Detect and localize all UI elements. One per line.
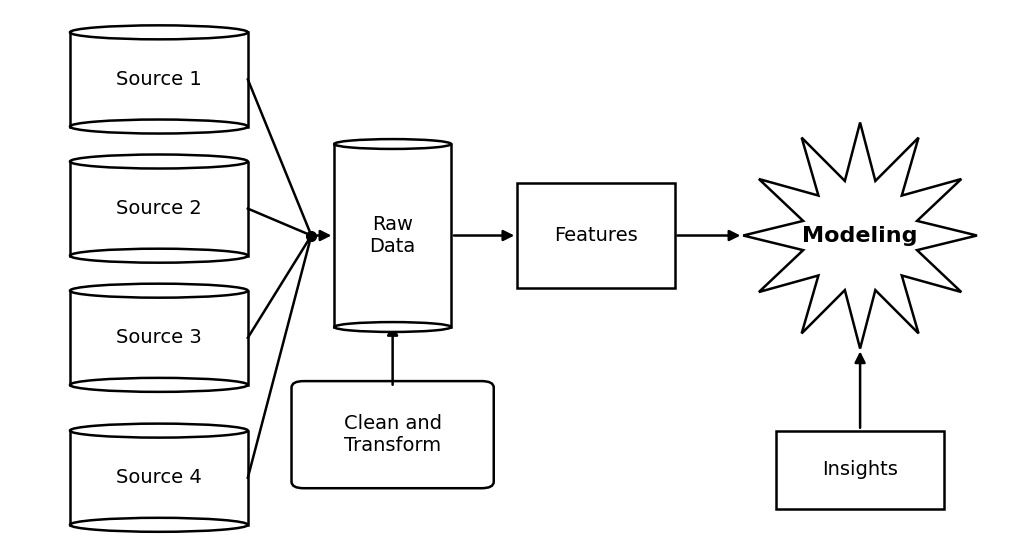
Polygon shape	[70, 32, 248, 127]
FancyBboxPatch shape	[517, 183, 675, 288]
Ellipse shape	[70, 378, 248, 392]
Text: Source 2: Source 2	[116, 199, 202, 218]
Ellipse shape	[70, 155, 248, 168]
Text: Features: Features	[554, 226, 638, 245]
Ellipse shape	[70, 283, 248, 298]
Text: Source 3: Source 3	[116, 328, 202, 347]
Text: Raw
Data: Raw Data	[370, 215, 416, 256]
Ellipse shape	[70, 25, 248, 39]
Ellipse shape	[70, 518, 248, 532]
Ellipse shape	[70, 424, 248, 438]
Polygon shape	[70, 162, 248, 256]
Ellipse shape	[70, 120, 248, 134]
Ellipse shape	[334, 322, 451, 332]
Text: Modeling: Modeling	[802, 226, 918, 246]
Ellipse shape	[70, 249, 248, 263]
Ellipse shape	[334, 139, 451, 149]
Polygon shape	[70, 291, 248, 385]
Text: Source 4: Source 4	[116, 468, 202, 487]
Text: Source 1: Source 1	[116, 70, 202, 89]
Polygon shape	[743, 122, 977, 348]
Polygon shape	[334, 144, 451, 327]
FancyBboxPatch shape	[291, 381, 494, 488]
Polygon shape	[70, 431, 248, 525]
Text: Insights: Insights	[822, 460, 898, 479]
FancyBboxPatch shape	[776, 431, 944, 509]
Text: Clean and
Transform: Clean and Transform	[343, 414, 441, 455]
